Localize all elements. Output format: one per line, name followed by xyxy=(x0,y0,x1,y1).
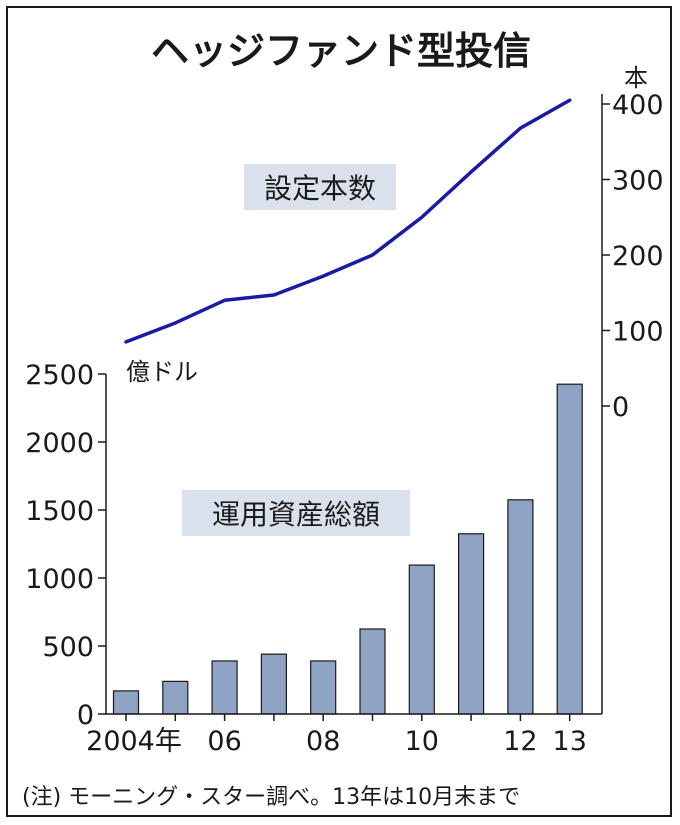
bar-2010 xyxy=(408,564,435,715)
bar-2004 xyxy=(112,690,140,715)
right-axis-unit: 本 xyxy=(624,64,648,92)
x-axis-tick-label: 13 xyxy=(553,726,587,757)
right-axis-tick-label: 0 xyxy=(612,392,629,423)
x-axis-tick-label: 12 xyxy=(503,726,537,757)
bar-series-label: 運用資産総額 xyxy=(212,498,380,531)
bar-2012 xyxy=(507,499,534,715)
bar-2011 xyxy=(458,533,485,715)
x-axis-tick-label: 2004年 xyxy=(86,726,182,757)
bar-2005 xyxy=(162,680,189,715)
left-axis-tick-label: 500 xyxy=(42,632,94,663)
line-series-label-box xyxy=(244,164,396,210)
bar-2006 xyxy=(211,660,238,715)
bar-series-label-box xyxy=(182,490,410,536)
line-layer xyxy=(124,98,572,344)
chart-frame: ヘッジファンド型投信 本 億ドル 設定本数 運用資産総額 0 500 1000 150… xyxy=(6,6,672,817)
left-axis-tick-label: 1500 xyxy=(25,496,94,527)
bar-2009 xyxy=(359,628,386,715)
bar-2013 xyxy=(556,383,583,715)
right-axis-tick-label: 100 xyxy=(612,317,664,348)
left-axis-unit: 億ドル xyxy=(126,358,198,386)
line-series-label: 設定本数 xyxy=(264,172,376,205)
left-axis-tick-label: 1000 xyxy=(25,564,94,595)
chart-title: ヘッジファンド型投信 xyxy=(151,29,531,73)
footnote: (注) モーニング・スター調べ。13年は10月末まで xyxy=(22,785,520,810)
right-axis-tick-label: 200 xyxy=(612,241,664,272)
x-axis-tick-label: 08 xyxy=(306,726,340,757)
x-axis-tick-label: 10 xyxy=(405,726,439,757)
left-axis-tick-label: 2000 xyxy=(25,428,94,459)
right-axis-tick-label: 400 xyxy=(612,90,664,121)
line-series xyxy=(124,98,572,344)
right-axis-tick-label: 300 xyxy=(612,166,664,197)
bar-2007 xyxy=(260,653,287,715)
x-axis-tick-label: 06 xyxy=(207,726,241,757)
bar-2008 xyxy=(310,660,337,715)
chart-canvas: ヘッジファンド型投信 本 億ドル 設定本数 運用資産総額 05001000150… xyxy=(22,29,664,810)
left-axis-tick-label: 2500 xyxy=(25,360,94,391)
bars-layer xyxy=(112,383,583,715)
axes-layer: 0 500 1000 1500 2000 2500 2004年 06 08 10 12 13 0 100 2… xyxy=(25,90,663,757)
left-axis-tick-label: 0 xyxy=(77,700,94,731)
